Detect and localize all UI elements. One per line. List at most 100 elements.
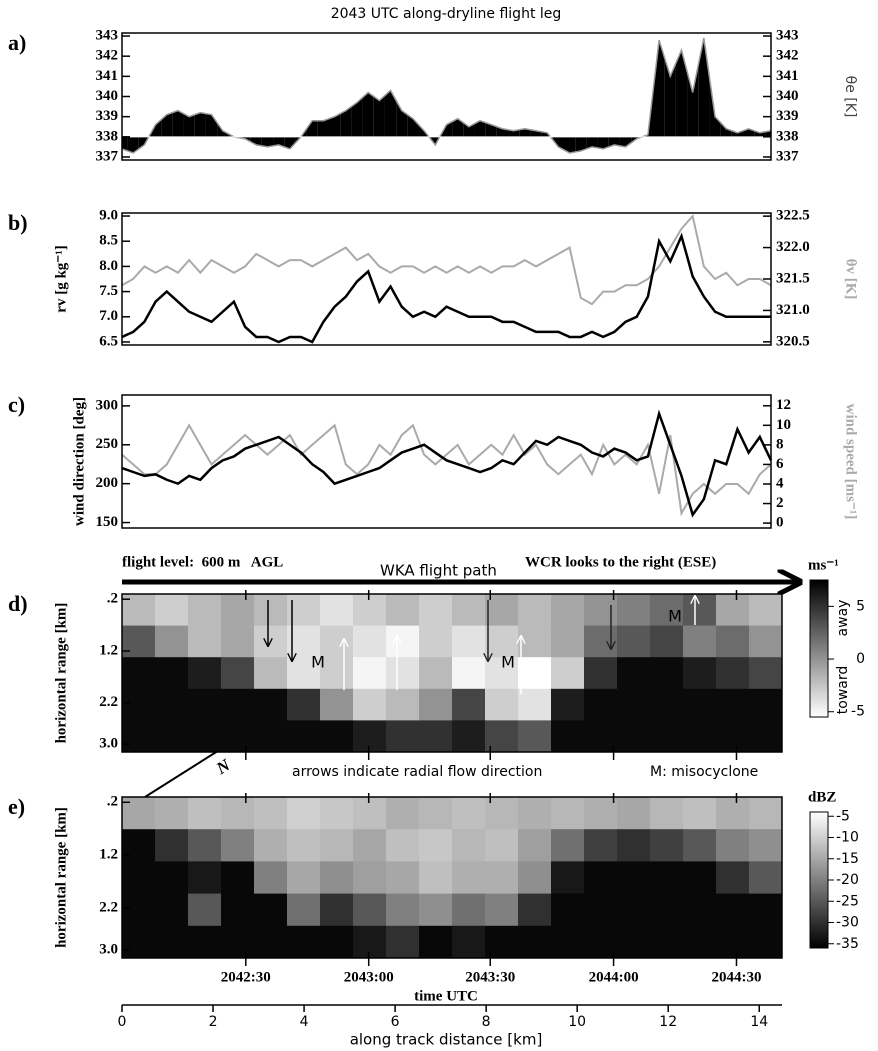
plot-frame xyxy=(121,593,783,753)
heatmap-cell xyxy=(287,925,321,959)
y-tick-label-right: 342 xyxy=(776,48,799,64)
panel-label: e) xyxy=(8,794,25,819)
heatmap-cell xyxy=(749,657,783,690)
heatmap-cell xyxy=(221,861,255,895)
area-segment xyxy=(172,110,184,137)
y2-tick-label: 8 xyxy=(776,436,784,452)
heatmap-cell xyxy=(221,893,255,927)
heatmap-cell xyxy=(749,594,783,627)
heatmap-cell xyxy=(518,861,552,895)
heatmap-cell xyxy=(419,594,453,627)
panel-label: c) xyxy=(8,392,25,417)
heatmap-cell xyxy=(452,594,486,627)
heatmap-cell xyxy=(287,657,321,690)
heatmap-cell xyxy=(485,893,519,927)
heatmap-cell xyxy=(485,829,519,862)
heatmap-cell xyxy=(353,657,387,690)
heatmap-cell xyxy=(221,925,255,959)
path-label: WKA flight path xyxy=(380,562,497,580)
area-segment xyxy=(429,134,441,145)
y2-tick-label: 12 xyxy=(776,397,791,413)
heatmap-cell xyxy=(551,797,585,830)
area-segment xyxy=(396,100,408,137)
heatmap-cell xyxy=(221,688,255,721)
line-series xyxy=(121,409,773,518)
heatmap-cell xyxy=(584,797,618,830)
heatmap-cell xyxy=(584,925,618,959)
heatmap-cell xyxy=(254,594,288,627)
heatmap-cell xyxy=(584,594,618,627)
heatmap-cell xyxy=(419,925,453,959)
area-segment xyxy=(261,136,274,147)
heatmap-cell xyxy=(650,720,684,753)
area-segment xyxy=(122,136,128,151)
y-tick-label: 340 xyxy=(96,88,119,104)
heatmap-cell xyxy=(353,625,387,658)
heatmap-cell xyxy=(452,688,486,721)
x-tick-label: 2044:30 xyxy=(711,969,761,985)
area-outline xyxy=(121,37,772,154)
colorbar-tick-label: -10 xyxy=(836,830,859,846)
heatmap-cell xyxy=(122,720,156,753)
y-tick-label: 339 xyxy=(96,108,119,124)
area-segment xyxy=(384,90,397,137)
heatmap-cell xyxy=(617,594,651,627)
heatmap-cell xyxy=(452,625,486,658)
y-tick-label: 338 xyxy=(96,128,119,144)
heatmap-cell xyxy=(320,925,354,959)
heatmap-cell xyxy=(353,688,387,721)
area-segment xyxy=(452,118,464,137)
heatmap-cell xyxy=(650,861,684,895)
heatmap-cell xyxy=(518,594,552,627)
heatmap-cell xyxy=(452,861,486,895)
heatmap-cell xyxy=(419,797,453,830)
heatmap-cell xyxy=(287,861,321,895)
heatmap-cell xyxy=(386,594,420,627)
y-axis-label: rv [g kg⁻¹] xyxy=(53,245,69,312)
heatmap-cell xyxy=(551,893,585,927)
heatmap-cell xyxy=(320,861,354,895)
heatmap-cell xyxy=(650,893,684,927)
heatmap-cell xyxy=(155,861,189,895)
heatmap-cell xyxy=(617,861,651,895)
heatmap-cell xyxy=(287,720,321,753)
area-segment xyxy=(440,121,453,137)
heatmap-cell xyxy=(485,657,519,690)
y-tick-label: 341 xyxy=(96,68,119,84)
heatmap-cell xyxy=(287,829,321,862)
panel-label: d) xyxy=(8,591,28,616)
heatmap-cell xyxy=(155,657,189,690)
heatmap-cell xyxy=(518,657,552,690)
x-tick-label: 14 xyxy=(750,1014,768,1030)
x-tick-label: 2043:00 xyxy=(344,969,394,985)
y2-tick-label: 2 xyxy=(776,495,784,511)
area-segment xyxy=(273,136,285,147)
area-segment xyxy=(743,128,755,137)
line-series xyxy=(121,232,771,344)
area-segment xyxy=(149,119,162,137)
y-tick-label: 337 xyxy=(96,148,119,164)
heatmap-cell xyxy=(683,688,717,721)
area-segment xyxy=(597,136,609,149)
heatmap-cell xyxy=(122,861,156,895)
y2-tick-label: 10 xyxy=(776,417,791,433)
heatmap-cell xyxy=(122,688,156,721)
area-segment xyxy=(631,136,643,143)
colorbar-tick-label: 5 xyxy=(856,598,865,614)
y-tick-label: 1.2 xyxy=(99,847,118,863)
y-tick-label: 6.5 xyxy=(99,333,118,349)
y-axis-label: horizontal range [km] xyxy=(53,603,69,744)
colorbar-label: dBZ xyxy=(808,789,836,805)
heatmap-cell xyxy=(221,829,255,862)
line-series xyxy=(121,214,772,306)
look-label: WCR looks to the right (ESE) xyxy=(525,554,716,570)
heatmap-cell xyxy=(419,688,453,721)
heatmap-cell xyxy=(386,688,420,721)
heatmap-cell xyxy=(386,625,420,658)
heatmap-cell xyxy=(551,720,585,753)
heatmap-cell xyxy=(320,829,354,862)
panel-label: b) xyxy=(8,210,28,235)
heatmap-cell xyxy=(221,720,255,753)
heatmap-cell xyxy=(683,657,717,690)
area-segment xyxy=(474,120,486,137)
